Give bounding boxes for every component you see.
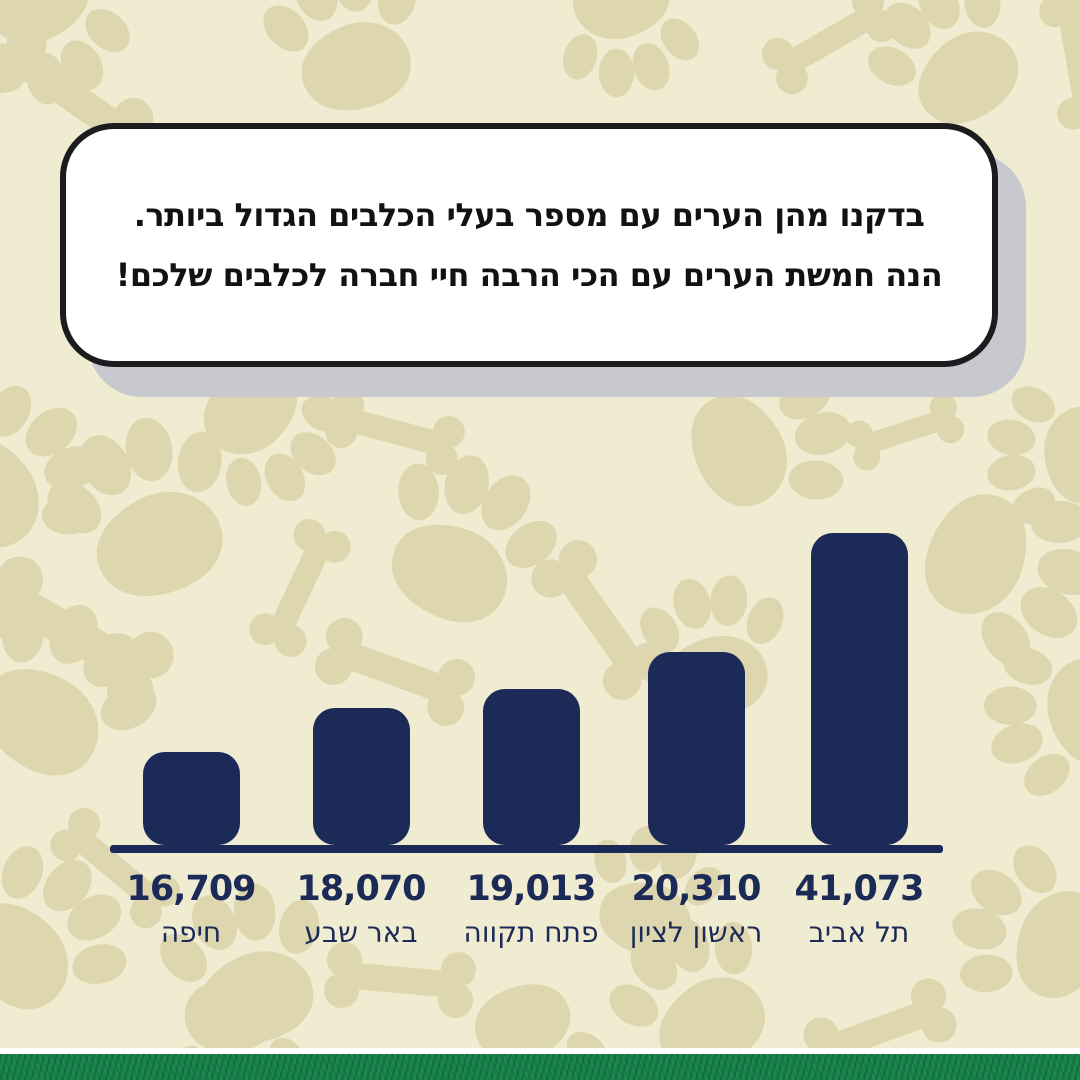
bubble-line-1: בדקנו מהן הערים עם מספר בעלי הכלבים הגדו… bbox=[133, 196, 925, 234]
bar-5 bbox=[810, 533, 908, 845]
bar-1 bbox=[142, 752, 240, 845]
bar-city-label: פתח תקווה bbox=[463, 916, 599, 949]
bar-4 bbox=[647, 652, 745, 845]
bar-city-label: ראשון לציון bbox=[629, 916, 763, 949]
bar-3 bbox=[482, 689, 580, 845]
bottom-divider-line bbox=[0, 1048, 1080, 1054]
speech-bubble: בדקנו מהן הערים עם מספר בעלי הכלבים הגדו… bbox=[60, 123, 998, 367]
grass-strip bbox=[0, 1054, 1080, 1080]
bar-city-label: תל אביב bbox=[808, 916, 910, 949]
bar-city-label: חיפה bbox=[160, 916, 222, 949]
bar-value-label: 20,310 bbox=[631, 869, 761, 909]
bar-value-label: 16,709 bbox=[126, 869, 256, 909]
x-axis-line bbox=[110, 845, 943, 853]
bar-value-label: 41,073 bbox=[794, 869, 924, 909]
bar-2 bbox=[312, 708, 410, 845]
bubble-line-2: הנה חמשת הערים עם הכי הרבה חיי חברה לכלב… bbox=[115, 256, 943, 294]
bar-value-label: 19,013 bbox=[466, 869, 596, 909]
bar-value-label: 18,070 bbox=[296, 869, 426, 909]
bar-city-label: באר שבע bbox=[304, 916, 418, 949]
